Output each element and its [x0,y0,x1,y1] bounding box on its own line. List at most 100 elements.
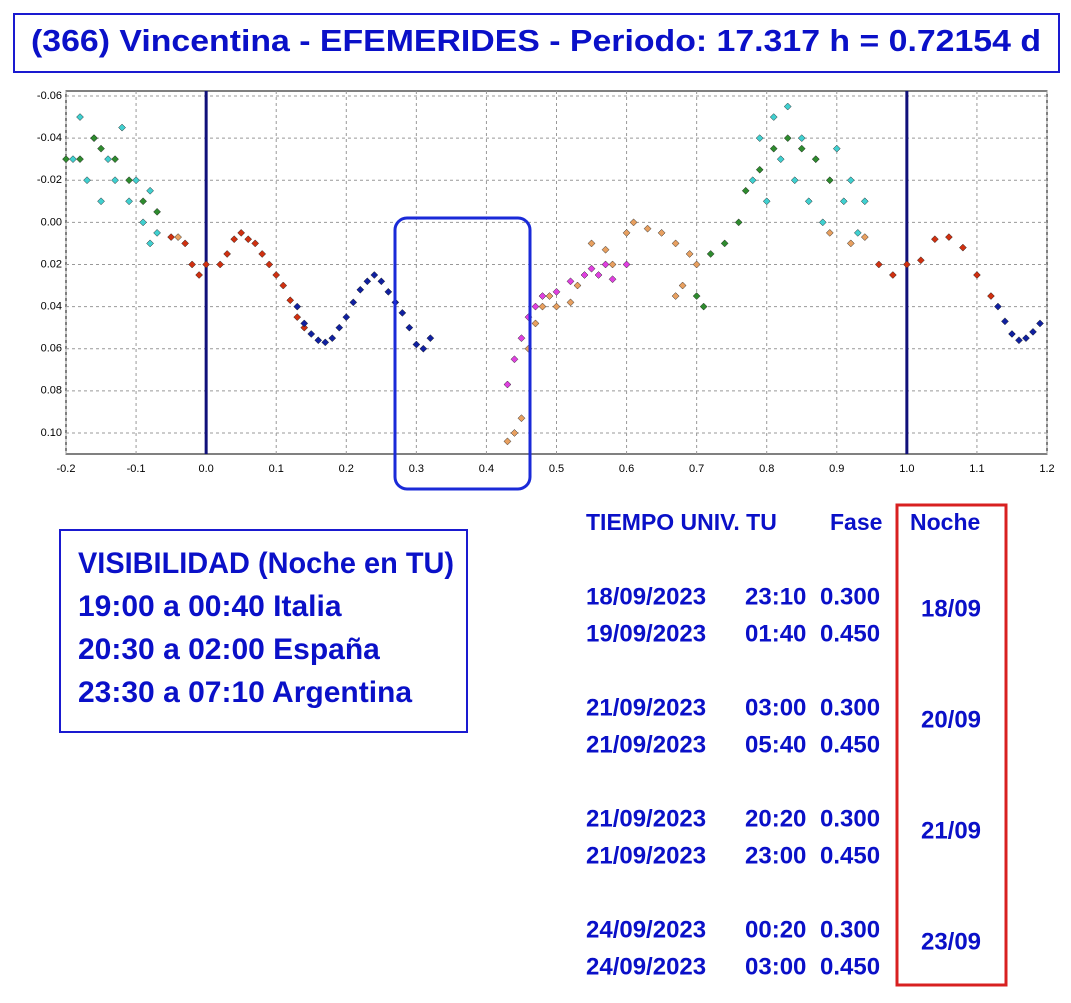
visibility-line: 23:30 a 07:10 Argentina [78,676,412,709]
x-tick-label: 0.2 [339,463,354,475]
row-date: 19/09/2023 [586,620,706,647]
point [69,155,77,164]
point [825,229,834,237]
point [671,292,680,300]
point [244,235,253,244]
y-tick-label: 0.06 [41,343,62,355]
point [223,250,232,258]
point [202,260,210,269]
row-time: 03:00 [745,953,806,980]
point [741,186,750,195]
point [83,176,91,185]
row-time: 00:20 [745,916,806,943]
visibility-title: VISIBILIDAD (Noche en TU) [78,547,454,580]
y-tick-label: 0.04 [41,300,62,312]
point [132,176,140,185]
point [76,155,84,164]
point [1029,328,1037,336]
point [608,260,617,269]
point [762,197,771,206]
point [363,277,372,286]
y-tick-label: 0.10 [41,427,62,439]
row-date: 24/09/2023 [586,916,706,943]
table-header: Noche [910,509,980,535]
x-tick-label: 0.8 [759,463,774,475]
point [265,260,274,269]
point [755,165,764,174]
point [903,260,911,269]
point [594,271,603,279]
point [342,313,351,321]
visibility-line: 19:00 a 00:40 Italia [78,590,342,623]
point [734,218,743,227]
point [174,233,182,241]
point [517,334,526,343]
point [692,260,701,269]
point [994,302,1002,311]
point [139,197,147,206]
point [293,302,302,311]
point [104,155,112,164]
row-time: 20:20 [745,805,806,832]
x-tick-label: 0.6 [619,463,634,475]
night-box [895,503,1008,987]
point [405,323,414,332]
point [643,224,652,233]
point [146,239,154,248]
title: (366) Vincentina - EFEMERIDES - Periodo:… [31,23,1041,58]
point [230,235,239,244]
point [1008,330,1016,338]
row-phase: 0.300 [820,694,880,721]
point [552,302,561,311]
point [587,239,596,248]
point [622,229,631,237]
panels: VISIBILIDAD (Noche en TU) 19:00 a 00:40 I… [78,509,981,980]
point [874,260,883,269]
point [321,338,330,347]
point [153,207,161,216]
point [1001,317,1009,326]
point [237,229,246,237]
point [685,250,694,258]
row-phase: 0.300 [820,805,880,832]
point [251,239,260,248]
point [76,113,84,121]
night-label: 21/09 [921,817,981,844]
row-phase: 0.450 [820,953,880,980]
point [678,281,687,290]
point [846,239,855,248]
table-header: TIEMPO UNIV. TU [586,509,777,535]
point [706,250,715,258]
point [335,323,344,332]
y-tick-label: 0.02 [41,258,62,270]
point [286,296,295,305]
point [510,429,519,437]
row-time: 23:10 [745,583,806,610]
x-tick-label: 1.1 [969,463,984,475]
row-date: 21/09/2023 [586,842,706,869]
point [398,309,407,317]
point [426,334,435,343]
point [839,197,848,206]
point [573,281,582,290]
point [790,176,799,185]
point [657,229,666,237]
point [860,197,869,206]
point [531,302,540,311]
point [111,155,119,164]
point [601,260,610,269]
point [671,239,680,248]
point [349,298,358,307]
point [90,134,98,142]
point [195,271,203,279]
visibility-box [59,529,468,733]
point [797,134,806,142]
point [356,285,365,294]
point [797,144,806,153]
point [769,144,778,153]
visibility-line: 20:30 a 02:00 España [78,633,380,666]
x-tick-label: 0.1 [269,463,284,475]
point [181,239,189,248]
row-phase: 0.450 [820,842,880,869]
